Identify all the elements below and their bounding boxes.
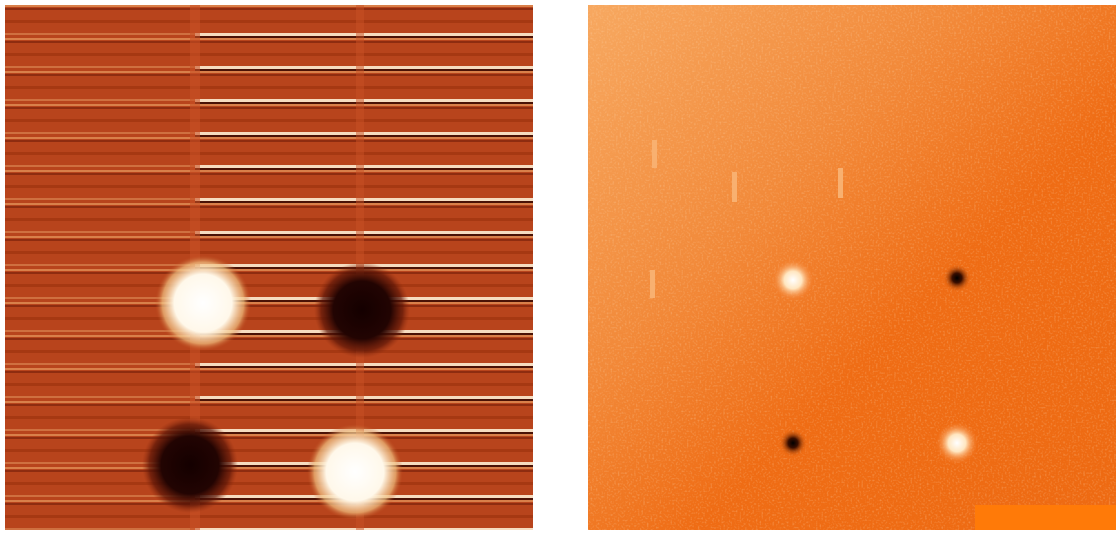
left-image: [5, 5, 533, 530]
right-image: [588, 5, 1116, 530]
